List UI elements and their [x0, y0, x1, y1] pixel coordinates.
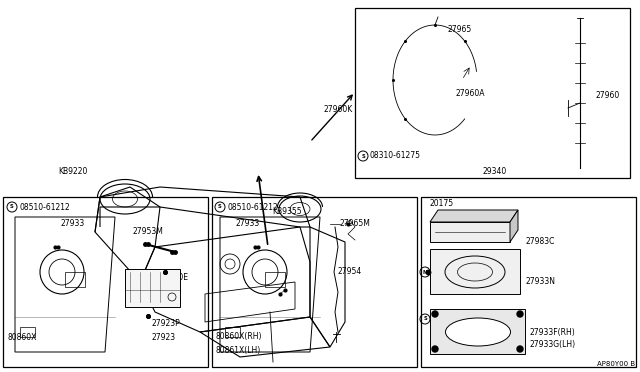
Text: S: S [361, 154, 365, 158]
Text: 27960A: 27960A [455, 89, 484, 97]
Text: KB9355: KB9355 [272, 208, 301, 217]
Bar [65, 272, 85, 287]
Text: 08510-61212: 08510-61212 [227, 202, 278, 212]
Text: 27965M: 27965M [340, 219, 371, 228]
Bar [20, 327, 35, 337]
Circle shape [432, 311, 438, 317]
Bar [125, 269, 180, 307]
Text: AP80Y00 B: AP80Y00 B [597, 361, 635, 367]
Circle shape [517, 346, 523, 352]
Text: 27923: 27923 [152, 333, 176, 341]
Bar [3, 197, 208, 367]
Polygon shape [430, 210, 518, 222]
Text: 27983C: 27983C [525, 237, 554, 247]
Bar [265, 272, 285, 287]
Text: 27900E: 27900E [160, 273, 189, 282]
Text: 29340: 29340 [483, 167, 507, 176]
Polygon shape [430, 222, 510, 242]
Text: 27954: 27954 [338, 267, 362, 276]
Text: S: S [423, 317, 427, 321]
Text: 27933: 27933 [61, 219, 85, 228]
Circle shape [517, 311, 523, 317]
Text: 27933: 27933 [236, 219, 260, 228]
Bar [225, 327, 240, 337]
Text: 08310-61275: 08310-61275 [370, 151, 421, 160]
Text: S: S [10, 205, 14, 209]
Text: 08540-51212: 08540-51212 [432, 314, 483, 324]
Text: 08510-61212: 08510-61212 [19, 202, 70, 212]
Ellipse shape [445, 318, 511, 346]
Text: 20175: 20175 [430, 199, 454, 208]
Bar [212, 197, 417, 367]
Text: 27960: 27960 [595, 92, 620, 100]
Text: S: S [218, 205, 222, 209]
Circle shape [432, 346, 438, 352]
Polygon shape [510, 210, 518, 242]
Text: 80860X(RH): 80860X(RH) [215, 333, 262, 341]
Text: 27965: 27965 [448, 26, 472, 35]
Text: 80860X: 80860X [8, 333, 37, 341]
Bar [430, 309, 525, 354]
Bar [421, 197, 636, 367]
Text: 27960K: 27960K [323, 105, 353, 113]
Text: KB9220: KB9220 [58, 167, 88, 176]
Bar [430, 249, 520, 294]
Text: 27933F(RH): 27933F(RH) [530, 327, 576, 337]
Text: 27933G(LH): 27933G(LH) [530, 340, 576, 350]
Text: 80861X(LH): 80861X(LH) [215, 346, 260, 355]
Bar [355, 8, 630, 178]
Text: 27923P: 27923P [152, 320, 180, 328]
Text: 27933N: 27933N [525, 278, 555, 286]
Text: 08911-10537: 08911-10537 [432, 267, 483, 276]
Text: 27953M: 27953M [132, 228, 163, 237]
Text: N: N [423, 269, 428, 275]
